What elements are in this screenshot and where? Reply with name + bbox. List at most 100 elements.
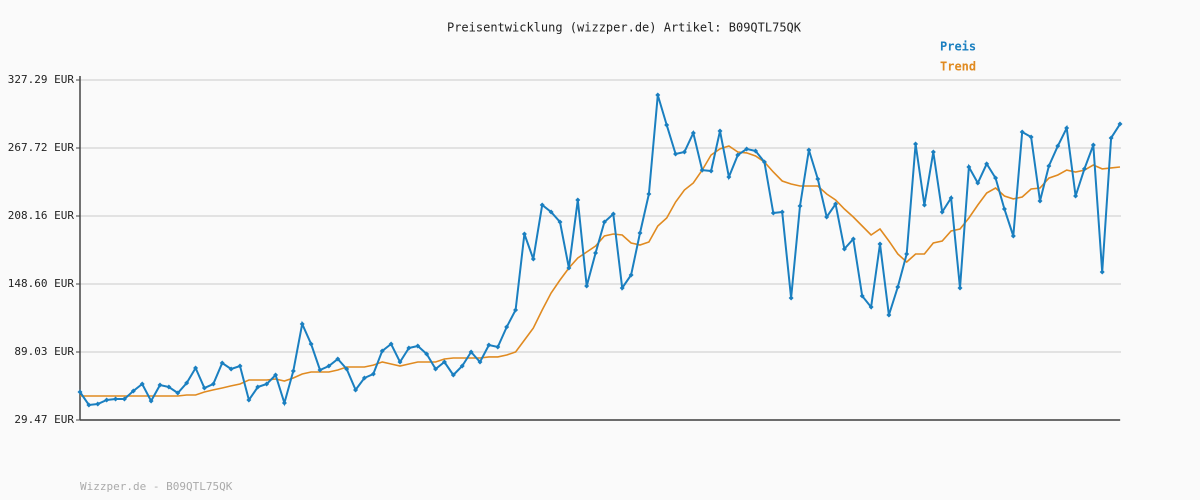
point-marker	[521, 231, 527, 237]
point-marker	[904, 251, 910, 257]
point-marker	[1010, 233, 1016, 239]
legend-entry: Preis	[940, 40, 976, 54]
point-marker	[886, 312, 892, 318]
point-marker	[913, 141, 919, 147]
point-marker	[388, 341, 394, 347]
point-marker	[308, 341, 314, 347]
point-marker	[548, 209, 554, 215]
point-marker	[850, 236, 856, 242]
point-marker	[281, 400, 287, 406]
point-marker	[770, 210, 776, 216]
point-marker	[646, 191, 652, 197]
y-tick-label: 29.47 EUR	[14, 413, 74, 426]
point-marker	[1090, 142, 1096, 148]
y-tick-label: 89.03 EUR	[14, 345, 74, 358]
point-marker	[841, 246, 847, 252]
point-marker	[744, 146, 750, 152]
point-marker	[210, 381, 216, 387]
point-marker	[673, 151, 679, 157]
point-marker	[255, 384, 261, 390]
point-marker	[148, 398, 154, 404]
point-marker	[228, 366, 234, 372]
point-marker	[984, 161, 990, 167]
legend-entry: Trend	[940, 60, 976, 74]
point-marker	[130, 388, 136, 394]
point-marker	[824, 214, 830, 220]
point-marker	[237, 363, 243, 369]
point-marker	[317, 367, 323, 373]
point-marker	[601, 219, 607, 225]
point-marker	[1046, 163, 1052, 169]
point-marker	[708, 168, 714, 174]
point-marker	[717, 128, 723, 134]
point-marker	[1117, 121, 1123, 127]
point-marker	[833, 201, 839, 207]
point-marker	[1055, 143, 1061, 149]
point-marker	[415, 343, 421, 349]
point-marker	[335, 356, 341, 362]
point-marker	[753, 148, 759, 154]
point-marker	[699, 167, 705, 173]
point-marker	[557, 219, 563, 225]
chart-title: Preisentwicklung (wizzper.de) Artikel: B…	[447, 21, 802, 35]
y-tick-label: 208.16 EUR	[8, 209, 75, 222]
point-marker	[1037, 198, 1043, 204]
series-line	[80, 145, 1121, 397]
point-marker	[939, 209, 945, 215]
point-marker	[273, 372, 279, 378]
point-marker	[459, 363, 465, 369]
point-marker	[175, 390, 181, 396]
point-marker	[361, 375, 367, 381]
point-marker	[477, 359, 483, 365]
point-marker	[788, 295, 794, 301]
point-marker	[575, 197, 581, 203]
point-marker	[450, 372, 456, 378]
point-marker	[975, 180, 981, 186]
point-marker	[344, 366, 350, 372]
point-marker	[157, 382, 163, 388]
point-marker	[139, 381, 145, 387]
point-marker	[433, 366, 439, 372]
point-marker	[957, 285, 963, 291]
point-marker	[353, 387, 359, 393]
point-marker	[655, 92, 661, 98]
point-marker	[1108, 135, 1114, 141]
point-marker	[1019, 129, 1025, 135]
point-marker	[513, 307, 519, 313]
point-marker	[1099, 269, 1105, 275]
point-marker	[584, 283, 590, 289]
point-marker	[930, 149, 936, 155]
point-marker	[201, 385, 207, 391]
point-marker	[246, 397, 252, 403]
point-marker	[504, 324, 510, 330]
point-marker	[86, 402, 92, 408]
point-marker	[637, 230, 643, 236]
point-marker	[219, 360, 225, 366]
point-marker	[193, 365, 199, 371]
point-marker	[779, 209, 785, 215]
point-marker	[290, 368, 296, 374]
point-marker	[966, 164, 972, 170]
point-marker	[95, 401, 101, 407]
point-marker	[690, 130, 696, 136]
point-marker	[166, 384, 172, 390]
series-line	[79, 94, 1121, 407]
y-tick-label: 267.72 EUR	[8, 141, 75, 154]
point-marker	[530, 256, 536, 262]
point-marker	[664, 122, 670, 128]
point-marker	[299, 321, 305, 327]
point-marker	[797, 203, 803, 209]
point-marker	[877, 241, 883, 247]
point-marker	[495, 344, 501, 350]
point-marker	[113, 396, 119, 402]
point-marker	[424, 351, 430, 357]
point-marker	[486, 342, 492, 348]
point-marker	[815, 176, 821, 182]
point-marker	[539, 202, 545, 208]
point-marker	[735, 152, 741, 158]
point-marker	[566, 265, 572, 271]
y-tick-label: 148.60 EUR	[8, 277, 75, 290]
point-marker	[726, 174, 732, 180]
point-marker	[681, 149, 687, 155]
